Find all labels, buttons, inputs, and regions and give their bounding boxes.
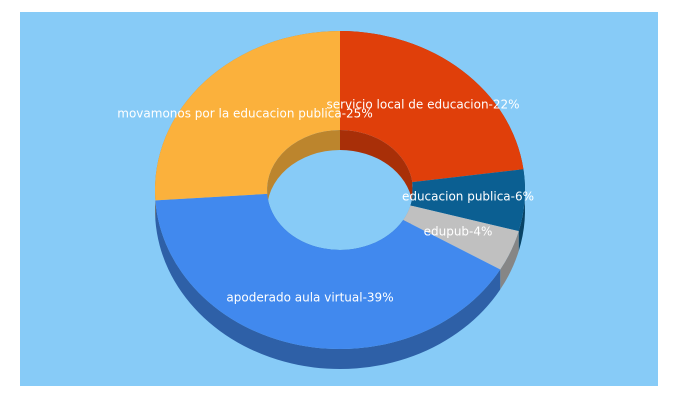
slice-side <box>518 169 525 252</box>
slice <box>340 31 524 183</box>
slice-label: educacion publica-6% <box>402 190 534 204</box>
slice-label: edupub-4% <box>424 225 493 239</box>
slice-label: apoderado aula virtual-39% <box>226 291 393 305</box>
slice <box>410 169 525 232</box>
slice-inner-wall <box>267 130 340 214</box>
slice-label: servicio local de educacion-22% <box>326 98 519 112</box>
slice-inner-wall <box>340 130 413 203</box>
slice <box>155 193 501 349</box>
slice <box>403 205 519 270</box>
slice-label: movamonos por la educacion publica-25% <box>117 107 372 121</box>
slice-side <box>155 200 501 369</box>
slice <box>155 31 340 201</box>
slice-side <box>500 231 519 290</box>
